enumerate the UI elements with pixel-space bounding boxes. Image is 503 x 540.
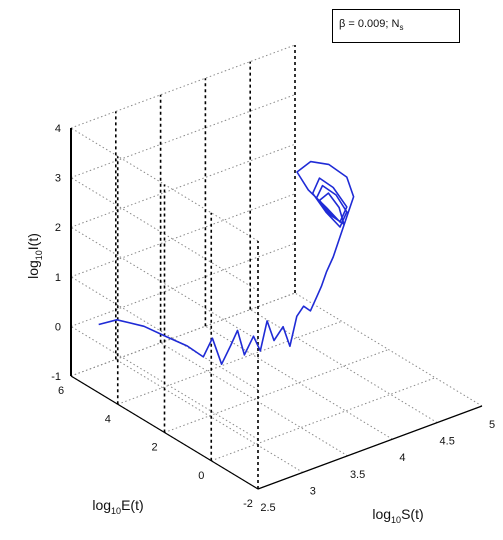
floor-grid-line-x: [249, 309, 438, 424]
back-wall-grid-line-z: [70, 94, 296, 179]
floor-grid-line-y: [70, 292, 296, 377]
side-wall-grid-line-z: [70, 276, 259, 391]
back-wall-grid-line-z: [70, 143, 296, 228]
floor-grid-line-x: [205, 325, 393, 440]
series-layer: [98, 160, 355, 365]
x-tick-label: 4.5: [440, 436, 455, 448]
x-axis-label-var: S(t): [401, 506, 424, 522]
z-tick-label: 3: [55, 173, 61, 185]
legend-subscript: s: [399, 23, 404, 33]
floor-grid-line-x: [160, 342, 348, 457]
y-axis-label-base: log: [92, 497, 111, 513]
trajectory-line: [98, 160, 355, 365]
floor-grid-line-y: [211, 377, 436, 462]
x-axis-label: log10S(t): [372, 506, 423, 525]
z-axis-label-base: log: [25, 260, 41, 279]
axis-layer: [70, 128, 483, 490]
x-tick-label: 3: [310, 485, 316, 497]
x-axis-label-sub: 10: [391, 515, 401, 525]
back-wall-grid-line-z: [70, 44, 296, 129]
x-tick-label: 3.5: [350, 469, 365, 481]
x-tick-label: 2.5: [260, 502, 275, 514]
z-tick-label: -1: [51, 371, 61, 383]
floor-grid-line-y: [164, 349, 389, 433]
y-axis-label: log10E(t): [92, 497, 143, 516]
tick-labels: 2.5 3 3.5 4 4.5 5 -2 0 2 4 6 -1 0 1 2 3 4: [51, 123, 495, 514]
y-tick-label: 4: [105, 413, 111, 425]
y-axis-line: [70, 375, 259, 490]
back-wall-grid-line-z: [70, 242, 296, 327]
y-axis-label-sub: 10: [111, 506, 121, 516]
x-tick-label: 5: [489, 419, 495, 431]
y-tick-label: 6: [58, 385, 64, 397]
back-wall-grid-line-z: [70, 292, 296, 377]
y-axis-label-var: E(t): [121, 497, 144, 513]
side-wall-grid-line-z: [70, 226, 259, 341]
z-tick-label: 4: [55, 123, 61, 135]
legend-box: β = 0.009; Ns: [332, 9, 460, 43]
z-tick-label: 1: [55, 272, 61, 284]
z-tick-label: 0: [55, 321, 61, 333]
x-axis-label-base: log: [372, 506, 391, 522]
z-tick-label: 2: [55, 222, 61, 234]
floor-grid-line-x: [115, 358, 304, 473]
y-tick-label: -2: [243, 498, 253, 510]
x-axis-line: [257, 405, 483, 490]
z-axis-label-sub: 10: [34, 250, 44, 260]
back-wall-grid-line-z: [70, 193, 296, 278]
grid-layer: [70, 44, 483, 490]
y-tick-label: 2: [151, 442, 157, 454]
x-tick-label: 4: [399, 452, 405, 464]
z-axis-label-var: I(t): [25, 233, 41, 250]
z-axis-label: log10I(t): [25, 233, 44, 279]
y-tick-label: 0: [198, 470, 204, 482]
floor-grid-line-y: [117, 320, 342, 405]
floor-grid-line-x: [294, 292, 483, 407]
legend-text: β = 0.009; N: [339, 18, 400, 30]
